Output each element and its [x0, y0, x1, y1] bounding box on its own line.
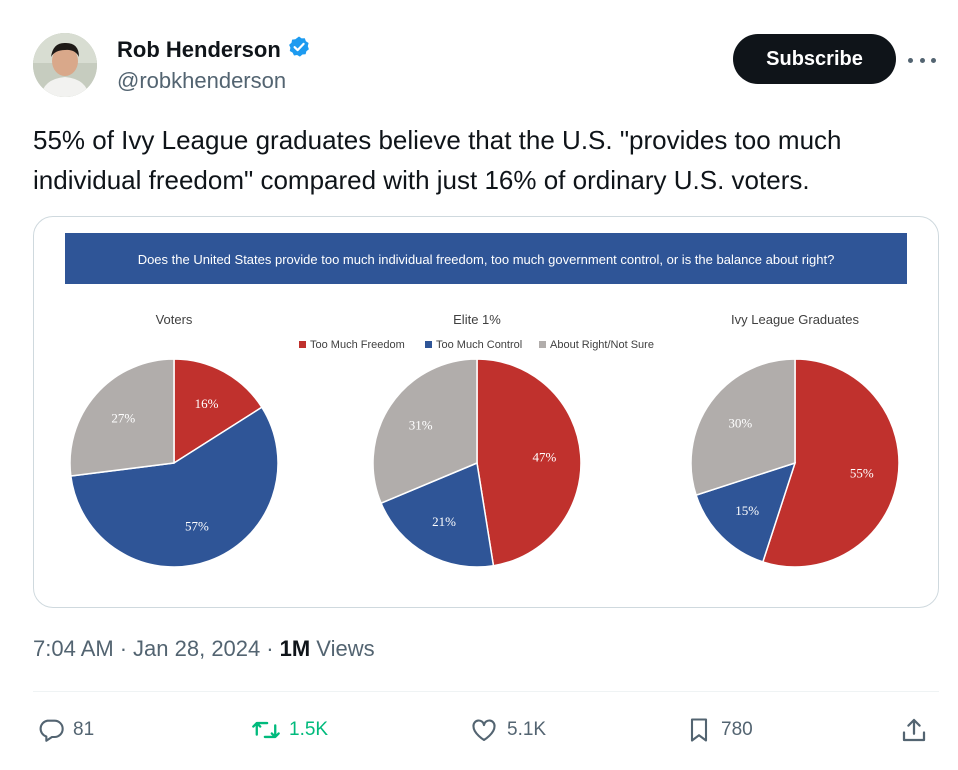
tweet-media-card[interactable]: Does the United States provide too much …: [33, 216, 939, 608]
pie-label-ivy-control: 15%: [735, 503, 759, 518]
chart-name-elite: Elite 1%: [453, 312, 501, 327]
legend-label-freedom: Too Much Freedom: [310, 339, 405, 351]
views-count: 1M: [279, 636, 311, 661]
pie-slice-elite-right: [372, 358, 478, 505]
tweet-action-bar: 81 1.5K 5.1K 780: [33, 708, 939, 752]
tweet-meta-row: 7:04 AM · Jan 28, 2024 · 1M Views: [33, 636, 375, 662]
pie-slice-elite-control: [380, 461, 495, 568]
share-button[interactable]: [899, 708, 929, 752]
reply-count: 81: [73, 719, 95, 740]
legend-label-right: About Right/Not Sure: [550, 339, 654, 351]
like-count: 5.1K: [507, 719, 547, 740]
pie-slice-voters-control: [69, 406, 279, 568]
views-label: Views: [316, 636, 375, 661]
retweet-button[interactable]: 1.5K: [251, 708, 328, 752]
chart-title: Does the United States provide too much …: [138, 252, 835, 267]
author-name-row[interactable]: Rob Henderson: [117, 35, 311, 64]
pie-slice-voters-right: [69, 358, 175, 477]
chart-title-band: [65, 233, 907, 284]
meta-separator: ·: [119, 636, 128, 661]
divider: [33, 691, 939, 692]
pie-label-voters-freedom: 16%: [195, 396, 219, 411]
tweet-time[interactable]: 7:04 AM: [33, 636, 114, 661]
pie-label-ivy-right: 30%: [728, 415, 752, 430]
pie-slice-ivy-right: [690, 358, 796, 497]
retweet-count: 1.5K: [289, 719, 329, 740]
legend-swatch-right: [539, 341, 546, 348]
tweet-date[interactable]: Jan 28, 2024: [133, 636, 261, 661]
more-options-icon[interactable]: [908, 48, 936, 72]
pie-slice-ivy-freedom: [761, 358, 900, 568]
author-handle[interactable]: @robkhenderson: [117, 68, 287, 93]
retweet-icon: [251, 716, 281, 744]
legend-swatch-freedom: [299, 341, 306, 348]
like-button[interactable]: 5.1K: [469, 708, 546, 752]
chart-name-voters: Voters: [156, 312, 193, 327]
pie-label-voters-control: 57%: [185, 519, 209, 534]
pie-label-elite-right: 31%: [409, 418, 433, 433]
legend-swatch-control: [425, 341, 432, 348]
bookmark-button[interactable]: 780: [685, 708, 753, 752]
subscribe-button[interactable]: Subscribe: [733, 34, 896, 84]
pie-label-voters-right: 27%: [111, 410, 135, 425]
chart-name-ivy: Ivy League Graduates: [731, 312, 859, 327]
pie-label-ivy-freedom: 55%: [850, 466, 874, 481]
meta-separator-2: ·: [266, 636, 274, 661]
bookmark-count: 780: [721, 719, 753, 740]
author-display-name[interactable]: Rob Henderson: [117, 36, 281, 62]
reply-button[interactable]: 81: [37, 708, 94, 752]
bookmark-icon: [685, 715, 713, 745]
reply-icon: [37, 716, 65, 744]
pie-charts-figure: Does the United States provide too much …: [65, 233, 907, 568]
tweet-text: 55% of Ivy League graduates believe that…: [33, 125, 842, 195]
pie-label-elite-control: 21%: [432, 514, 456, 529]
pie-slice-elite-freedom: [476, 358, 582, 567]
verified-badge-icon: [287, 35, 311, 64]
pie-slice-voters-freedom: [173, 358, 263, 465]
pie-label-elite-freedom: 47%: [532, 450, 556, 465]
legend-label-control: Too Much Control: [436, 339, 522, 351]
avatar[interactable]: [33, 33, 97, 97]
heart-icon: [469, 716, 499, 744]
share-icon: [899, 715, 929, 745]
